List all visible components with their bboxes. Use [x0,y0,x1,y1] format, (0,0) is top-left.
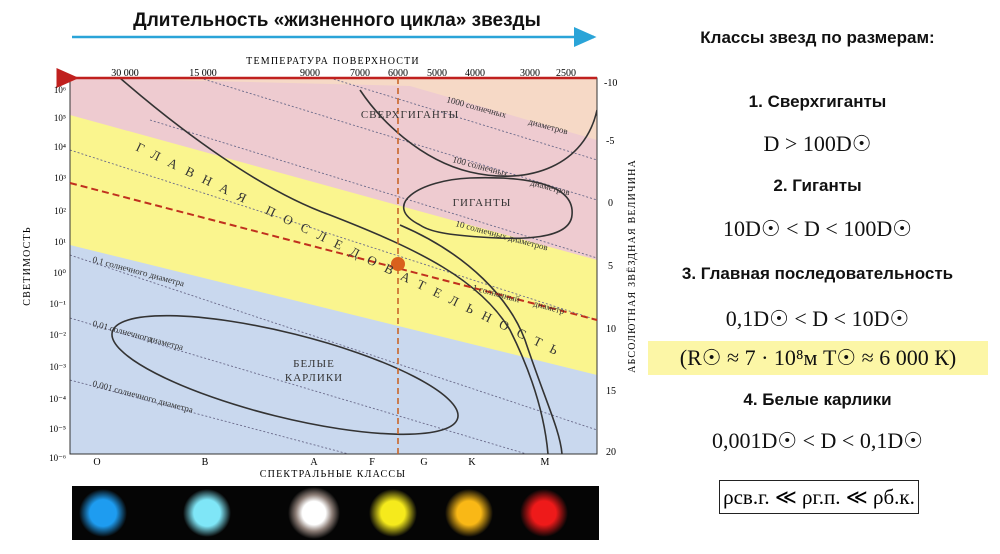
supergiants-label: СВЕРХГИГАНТЫ [361,109,459,121]
classes-heading: Классы звезд по размерам: [700,28,935,47]
hr-diagram: ТЕМПЕРАТУРА ПОВЕРХНОСТИ СПЕКТРАЛЬНЫЕ КЛА… [22,27,638,540]
top-tick: 7000 [350,68,370,79]
sun-horizontal-line [69,182,598,321]
left-tick: 10⁻¹ [50,299,67,309]
bottom-tick: O [93,457,100,468]
sun-parameters: (R☉ ≈ 7 · 10⁸м T☉ ≈ 6 000 К) [648,341,988,375]
class-2-formula: 10D☉ < D < 100D☉ [723,216,912,241]
left-tick: 10¹ [54,237,66,247]
top-tick: 2500 [556,68,576,79]
class-1-formula: D > 100D☉ [763,131,872,156]
bottom-tick: B [202,457,209,468]
right-tick: -10 [604,78,617,89]
right-tick: 15 [606,386,616,397]
right-tick: -5 [606,136,614,147]
classes-panel: Классы звезд по размерам: 1. Сверхгигант… [640,0,995,554]
star-b-swatch [183,489,231,537]
top-tick: 6000 [388,68,408,79]
left-tick: 10⁵ [54,113,66,123]
bottom-tick: G [420,457,427,468]
left-tick: 10⁰ [53,268,66,278]
top-tick: 30 000 [111,68,139,79]
star-a-swatch [288,487,340,539]
class-1-name: 1. Сверхгиганты [748,92,887,111]
white-dwarfs-label-2: КАРЛИКИ [285,372,343,384]
bottom-tick: A [310,457,318,468]
star-f-swatch [369,489,417,537]
class-3-name: 3. Главная последовательность [681,264,954,283]
giants-label: ГИГАНТЫ [453,197,512,209]
star-m-swatch [520,489,568,537]
left-tick: 10⁻⁴ [49,394,66,404]
left-tick: 10⁴ [54,142,66,152]
left-tick: 10⁻³ [50,362,67,372]
white-dwarfs-label-1: БЕЛЫЕ [293,358,335,370]
supergiant-zone [70,78,597,140]
left-tick: 10⁶ [54,85,66,95]
density-relation: ρсв.г. ≪ ρг.п. ≪ ρб.к. [719,480,919,514]
class-3-formula: 0,1D☉ < D < 10D☉ [725,306,910,331]
bottom-tick: F [369,457,375,468]
top-tick: 4000 [465,68,485,79]
right-tick: 20 [606,447,616,458]
left-tick: 10⁻⁶ [49,453,66,463]
class-4-name: 4. Белые карлики [743,390,892,409]
left-tick: 10² [54,206,66,216]
bottom-axis-title: СПЕКТРАЛЬНЫЕ КЛАССЫ [260,469,406,480]
top-tick: 15 000 [189,68,217,79]
right-axis-title: АБСОЛЮТНАЯ ЗВЁЗДНАЯ ВЕЛИЧИНА [626,159,638,373]
class-4-formula: 0,001D☉ < D < 0,1D☉ [712,428,923,453]
right-tick: 10 [606,324,616,335]
left-tick: 10⁻² [50,330,67,340]
bottom-tick: M [541,457,550,468]
right-tick: 0 [608,198,613,209]
sun-marker [391,257,405,271]
top-axis-title: ТЕМПЕРАТУРА ПОВЕРХНОСТИ [246,56,420,67]
left-tick: 10³ [54,173,66,183]
top-tick: 5000 [427,68,447,79]
class-2-name: 2. Гиганты [773,176,862,195]
top-tick: 9000 [300,68,320,79]
right-tick: 5 [608,261,613,272]
star-gk-swatch [445,489,493,537]
giant-zone [70,78,597,260]
bottom-tick: K [468,457,476,468]
top-tick: 3000 [520,68,540,79]
diagram-title: Длительность «жизненного цикла» звезды [133,10,541,31]
star-o-swatch [79,489,127,537]
left-axis-title: СВЕТИМОСТЬ [22,226,33,306]
left-tick: 10⁻⁵ [49,424,66,434]
